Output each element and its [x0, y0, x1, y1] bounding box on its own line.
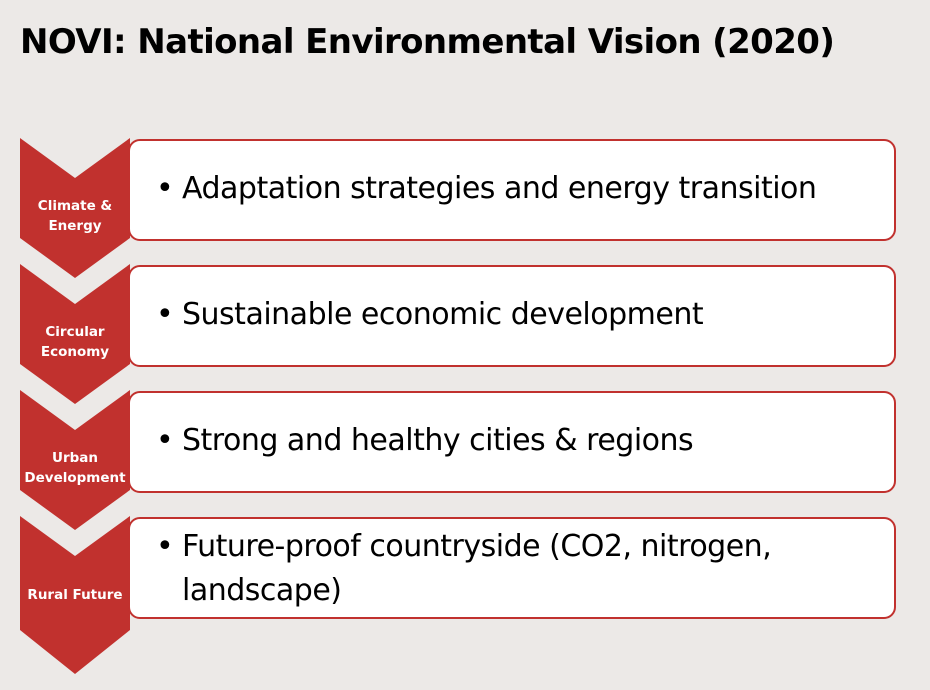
bullet-icon: •: [156, 297, 174, 332]
bullet-icon: •: [156, 529, 174, 564]
chevron-circular-economy: [20, 264, 130, 404]
bullet-icon: •: [156, 171, 174, 206]
chevron-climate-energy: [20, 138, 130, 278]
step-box-rural-future: • Future-proof countryside (CO2, nitroge…: [128, 517, 896, 619]
chevron-label-urban-development: Urban Development: [24, 450, 126, 486]
step-text-circular-economy: Sustainable economic development: [182, 297, 704, 332]
step-box-circular-economy: • Sustainable economic development: [128, 265, 896, 367]
step-box-climate-energy: • Adaptation strategies and energy trans…: [128, 139, 896, 241]
step-text-rural-future: Future-proof countryside (CO2, nitrogen,…: [182, 529, 772, 608]
chevron-label-climate-energy: Climate & Energy: [37, 198, 113, 234]
step-box-urban-development: • Strong and healthy cities & regions: [128, 391, 896, 493]
chevron-label-rural-future: Rural Future: [27, 587, 123, 603]
chevron-urban-development: [20, 390, 130, 530]
bullet-icon: •: [156, 423, 174, 458]
chevron-label-circular-economy: Circular Economy: [40, 324, 110, 360]
slide-title: NOVI: National Environmental Vision (202…: [20, 22, 835, 62]
chevron-rural-future: [20, 516, 130, 674]
step-text-urban-development: Strong and healthy cities & regions: [182, 423, 694, 458]
step-text-climate-energy: Adaptation strategies and energy transit…: [182, 171, 817, 206]
